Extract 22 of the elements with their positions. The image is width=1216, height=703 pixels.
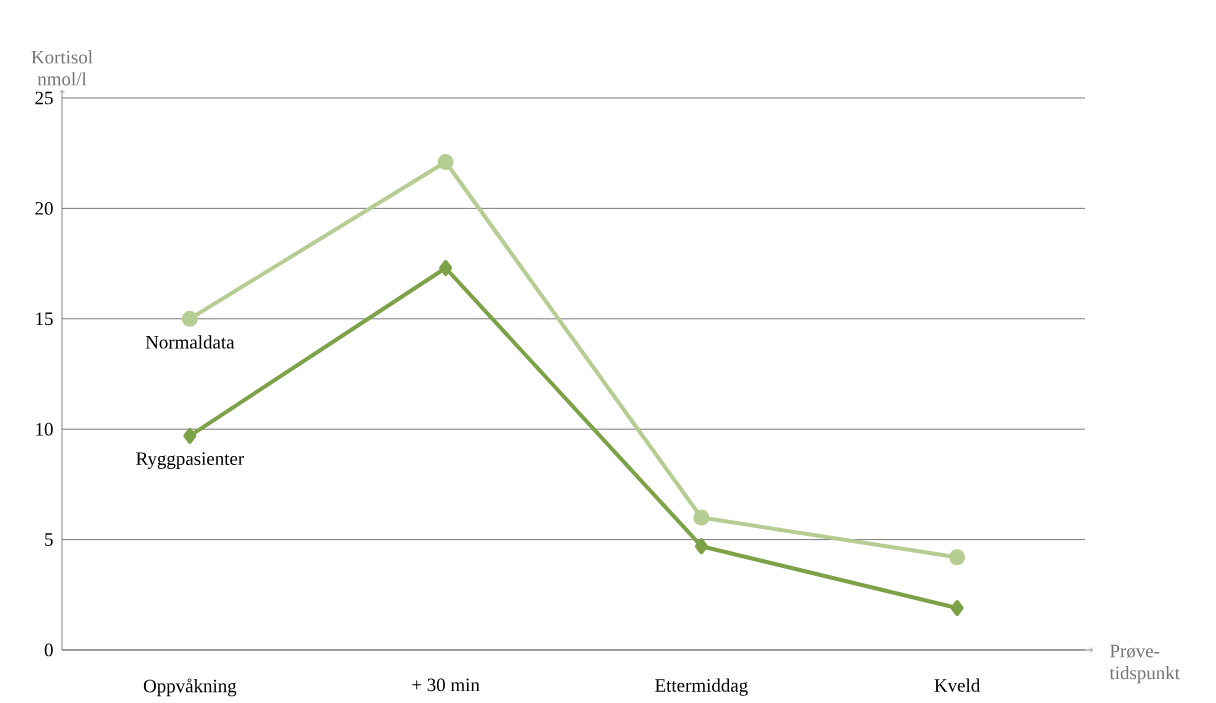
y-tick-label: 5 [45,533,53,546]
point [181,310,198,327]
x-tick-label: Kveld [934,678,980,692]
series-label: Ryggpasienter [136,452,245,469]
y-tick-label: 25 [35,91,53,105]
series-label: Normaldata [145,335,235,349]
y-tick-label: 20 [35,202,53,215]
x-axis-title: Prøve-tidspunkt [1109,644,1180,684]
point [693,509,710,526]
x-tick-label: Oppvåkning [143,678,237,697]
point [950,600,964,617]
y-axis-title: Kortisol nmol/l [31,50,93,86]
point [439,260,453,276]
point [437,154,454,170]
point [183,427,197,444]
y-tick-label: 0 [44,643,53,657]
point [694,538,708,555]
x-tick-label: + 30 min [412,678,480,692]
x-tick-label: Ettermiddag [655,678,748,696]
y-tick-label: 10 [36,422,53,436]
point [949,549,966,566]
y-tick-label: 15 [36,312,53,326]
